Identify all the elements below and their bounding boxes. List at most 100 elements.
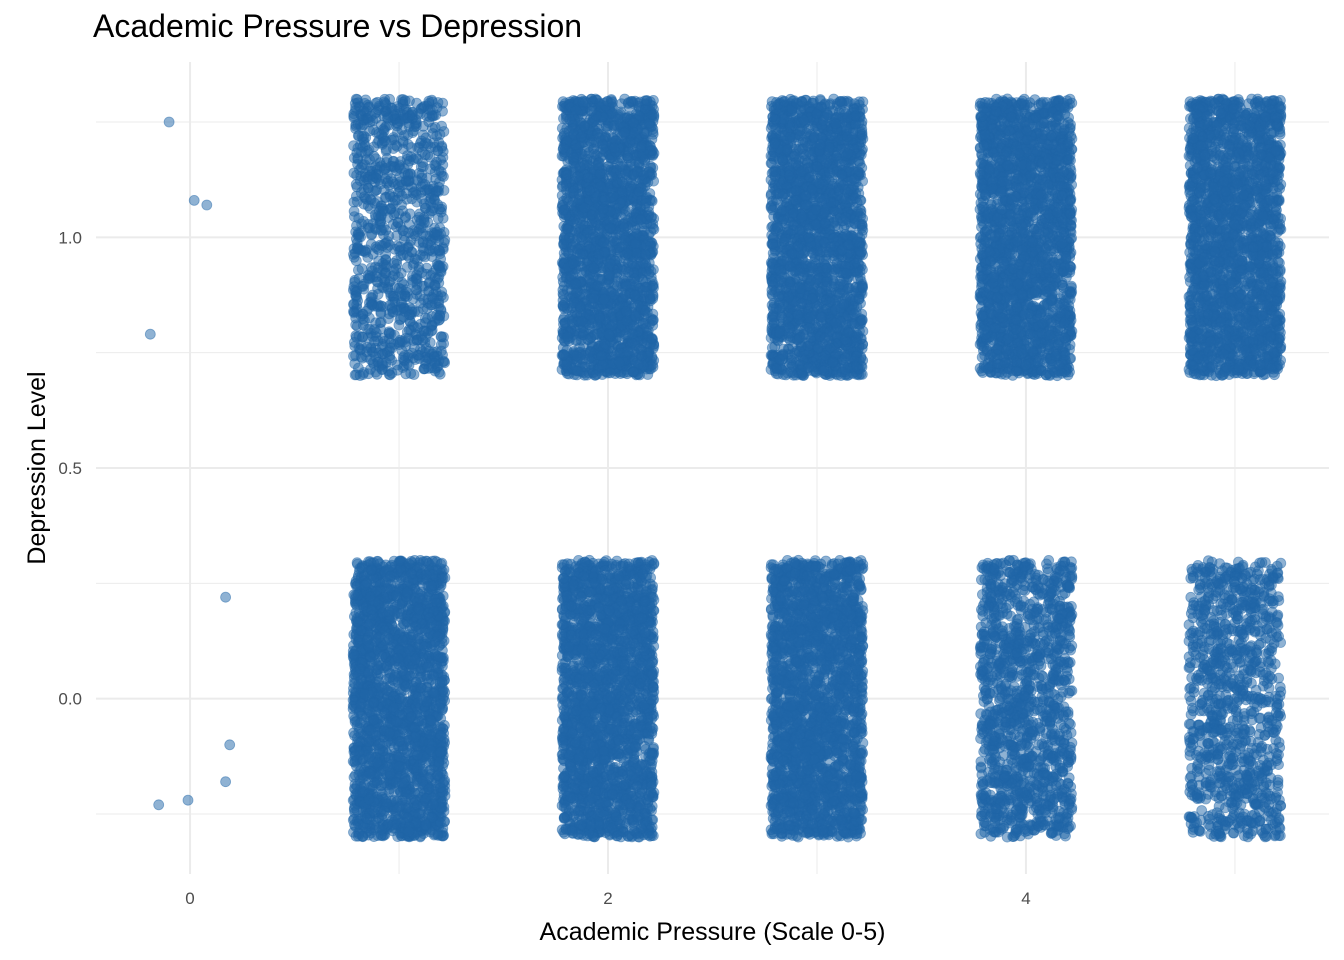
data-point bbox=[364, 751, 376, 763]
data-point bbox=[431, 185, 443, 197]
data-point bbox=[397, 352, 409, 364]
data-point bbox=[356, 131, 368, 143]
data-point bbox=[420, 569, 432, 581]
data-point bbox=[376, 137, 388, 149]
data-point bbox=[399, 168, 411, 179]
data-point bbox=[423, 95, 435, 107]
data-point bbox=[423, 345, 435, 357]
data-point bbox=[360, 246, 372, 258]
data-point bbox=[436, 201, 448, 213]
data-point bbox=[385, 173, 397, 185]
data-point bbox=[384, 768, 396, 780]
chart-title: Academic Pressure vs Depression bbox=[93, 8, 583, 44]
data-point bbox=[379, 192, 391, 203]
data-point bbox=[393, 319, 405, 331]
data-point bbox=[401, 788, 412, 800]
data-point bbox=[354, 663, 366, 675]
data-point bbox=[350, 312, 362, 324]
data-point bbox=[153, 799, 165, 811]
data-point bbox=[365, 353, 376, 365]
data-point bbox=[376, 357, 388, 369]
data-point bbox=[432, 312, 444, 324]
data-point bbox=[350, 286, 362, 298]
data-point bbox=[426, 580, 438, 592]
data-point bbox=[361, 813, 373, 824]
data-point bbox=[355, 162, 367, 174]
data-point bbox=[358, 367, 370, 378]
data-point bbox=[392, 118, 404, 130]
data-point bbox=[366, 265, 378, 277]
data-point bbox=[370, 223, 382, 235]
data-point bbox=[407, 276, 419, 288]
data-point bbox=[394, 555, 405, 567]
data-point bbox=[365, 724, 377, 736]
data-point bbox=[394, 693, 405, 705]
data-point bbox=[403, 826, 415, 837]
data-point bbox=[435, 730, 447, 742]
data-point bbox=[390, 590, 402, 602]
data-point bbox=[373, 255, 385, 267]
data-point bbox=[436, 140, 448, 152]
data-point bbox=[561, 590, 573, 602]
data-point bbox=[374, 317, 386, 329]
data-point bbox=[394, 241, 406, 253]
data-point bbox=[398, 777, 410, 789]
data-point bbox=[349, 276, 361, 288]
data-point bbox=[348, 298, 360, 310]
data-point bbox=[381, 153, 393, 164]
data-point bbox=[416, 617, 427, 629]
data-point bbox=[358, 184, 370, 195]
grid-lines bbox=[96, 62, 1329, 874]
data-point bbox=[381, 346, 393, 358]
data-point bbox=[375, 178, 387, 190]
data-point bbox=[163, 116, 175, 128]
data-point bbox=[424, 744, 436, 756]
data-point bbox=[431, 102, 443, 113]
data-point bbox=[366, 604, 377, 616]
data-point bbox=[371, 659, 383, 671]
data-point bbox=[391, 140, 403, 152]
data-point bbox=[420, 230, 432, 242]
data-point bbox=[348, 771, 360, 783]
data-point bbox=[383, 606, 395, 618]
data-point bbox=[350, 830, 362, 842]
data-point bbox=[435, 782, 447, 793]
data-point bbox=[401, 193, 413, 205]
data-point bbox=[364, 768, 376, 780]
data-point bbox=[392, 217, 404, 229]
data-point bbox=[201, 199, 213, 211]
data-point bbox=[357, 331, 368, 343]
data-point bbox=[392, 652, 404, 664]
data-point bbox=[405, 142, 417, 153]
data-point bbox=[387, 306, 399, 318]
data-point bbox=[371, 555, 383, 567]
data-point bbox=[371, 777, 383, 788]
data-point bbox=[435, 154, 447, 166]
data-point bbox=[350, 123, 362, 135]
data-point bbox=[422, 327, 434, 339]
data-point bbox=[429, 365, 441, 377]
data-point bbox=[402, 576, 414, 587]
data-point bbox=[381, 684, 393, 696]
data-point bbox=[359, 688, 370, 700]
data-point bbox=[356, 146, 367, 158]
data-point bbox=[349, 716, 361, 728]
data-point bbox=[364, 591, 376, 602]
data-point bbox=[419, 251, 431, 263]
data-point bbox=[391, 101, 403, 112]
data-point bbox=[371, 301, 383, 312]
data-point bbox=[402, 604, 414, 615]
data-point bbox=[431, 226, 443, 238]
data-point bbox=[435, 713, 447, 724]
data-point bbox=[365, 194, 377, 206]
data-point bbox=[425, 715, 437, 726]
data-point bbox=[372, 739, 384, 751]
data-point bbox=[413, 218, 425, 230]
data-point bbox=[414, 555, 426, 566]
data-point bbox=[224, 739, 236, 751]
data-point bbox=[411, 749, 423, 761]
data-point bbox=[363, 794, 375, 805]
data-point bbox=[400, 680, 411, 692]
data-point bbox=[370, 106, 382, 118]
